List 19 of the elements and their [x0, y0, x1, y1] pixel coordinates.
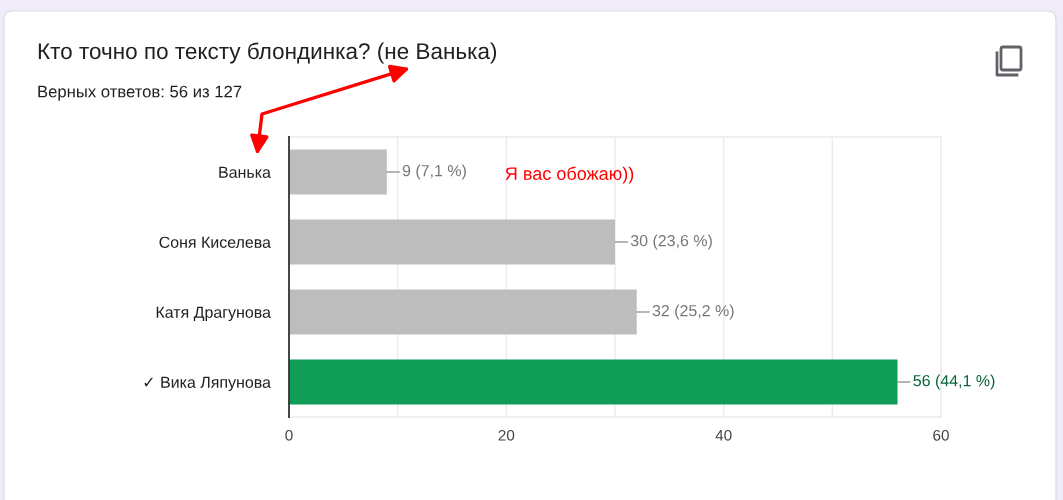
text: Верных ответов: 56 из 127 [38, 85, 242, 101]
y-tick-label: Соня Киселева [159, 236, 271, 248]
data-label: 32 (25,2 %) [652, 304, 734, 320]
data-label: 56 (44,1 %) [913, 374, 995, 390]
y-tick-label: ✓ Вика Ляпунова [144, 376, 271, 392]
x-tick-label: 20 [498, 429, 515, 441]
annotation: Я вас обожаю)) [505, 166, 634, 184]
bar [289, 149, 387, 195]
x-tick-label: 40 [715, 429, 732, 441]
bar [289, 289, 637, 335]
data-label: 30 (23,6 %) [630, 234, 712, 250]
bar [289, 219, 615, 265]
y-tick-label: Ванька [219, 166, 271, 178]
bar [289, 359, 898, 405]
x-tick-label: 0 [285, 429, 293, 441]
data-label: 9 (7,1 %) [402, 164, 466, 180]
chart-title: Кто точно по тексту блондинка? (не Ванька) [38, 42, 497, 64]
y-tick-label: Катя Драгунова [156, 306, 271, 322]
x-tick-label: 60 [933, 429, 949, 441]
